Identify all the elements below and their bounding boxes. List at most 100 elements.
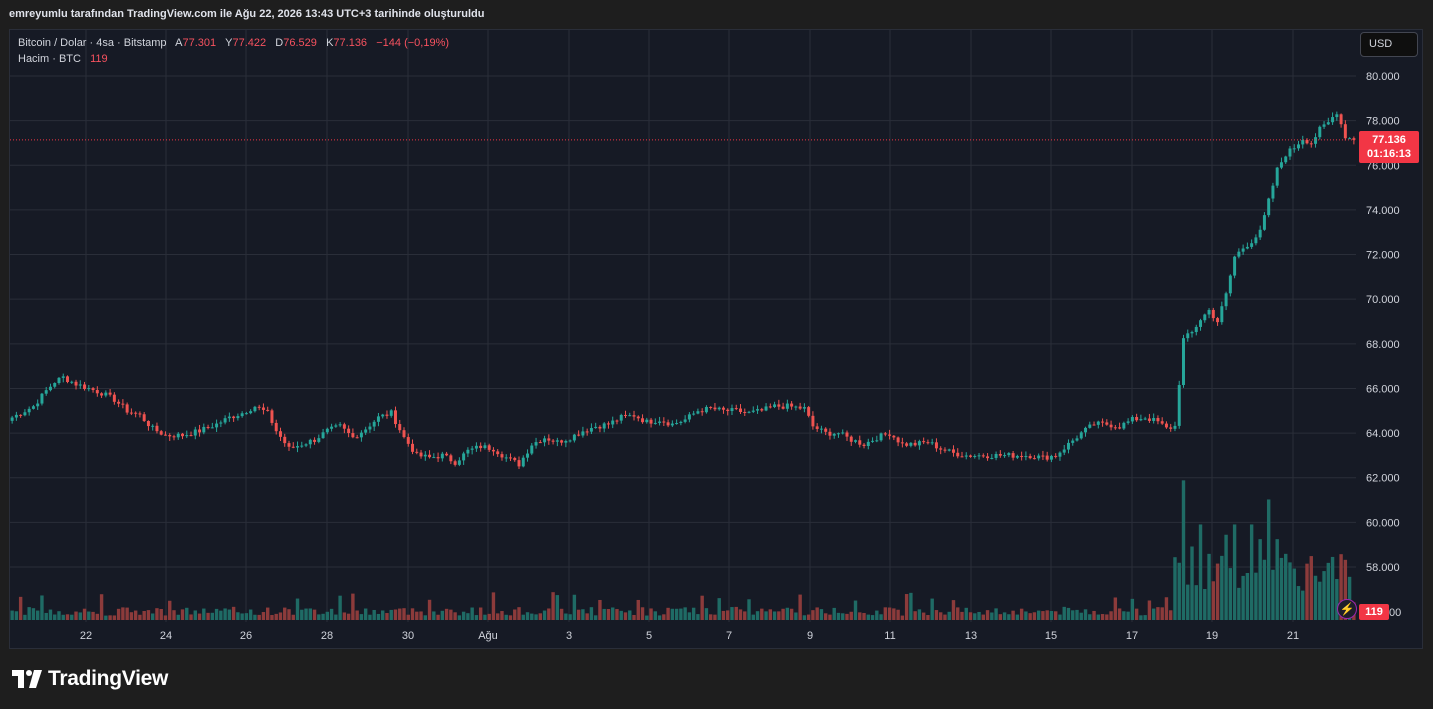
volume-bar [1092,610,1096,620]
volume-bar [921,612,926,620]
volume-bar [559,608,564,620]
volume-bar [909,592,913,620]
volume-bar [474,615,479,620]
candle-body [781,406,785,409]
high-label: Y [225,37,233,49]
candle-body [108,392,112,395]
volume-bar [1335,579,1339,620]
volume-bar [1007,614,1011,620]
volume-bar [913,611,917,620]
volume-bar [31,608,36,620]
volume-bar [751,614,755,620]
candle-body [1020,455,1024,458]
volume-bar [1203,589,1207,620]
candle-body [129,412,133,414]
candle-body [1339,114,1343,125]
volume-bar [172,610,176,620]
candle-body [57,377,61,384]
volume-bar [823,613,828,620]
volume-bar [964,607,968,620]
close-value: 77.136 [333,37,368,49]
candle-body [717,407,721,410]
volume-bar [981,614,985,620]
volume-label[interactable]: Hacim · BTC [18,53,81,65]
volume-bar [581,609,585,620]
volume-bar [1241,575,1245,620]
candle-body [1028,456,1032,459]
volume-bar [116,608,121,620]
candle-body [747,411,751,413]
candle-body [146,420,150,427]
volume-bar [645,615,649,620]
candle-body [841,432,845,434]
volume-bar [521,614,525,620]
volume-bar [1237,587,1241,620]
candle-body [883,433,887,435]
volume-bar [308,608,312,620]
candle-body [261,407,265,410]
volume-bar [1296,586,1301,620]
volume-bar [564,613,568,620]
price-axis[interactable]: 80.000 78.000 76.000 74.000 72.000 70.000 68.0… [1366,71,1401,619]
candle-body [704,406,708,413]
volume-bar [657,615,662,620]
candle-body [1122,422,1126,429]
candle-body [78,384,82,386]
candle-body [338,424,342,426]
candle-body [534,442,538,446]
volume-bar [960,611,964,620]
candle-body [521,457,525,467]
candle-body [1079,432,1083,439]
volume-bar [1177,562,1181,620]
volume-bar [133,610,138,620]
candle-body [287,443,291,447]
volume-bar [1347,576,1352,620]
candle-body [543,438,547,443]
candle-body [1275,167,1279,186]
symbol-label[interactable]: Bitcoin / Dolar · 4sa · Bitstamp [18,37,167,49]
volume-bar [202,608,206,620]
candle-body [278,431,282,437]
candle-body [1003,455,1007,457]
volume-bar [973,613,977,620]
candle-body [888,434,892,436]
lightning-icon[interactable]: ⚡ [1337,599,1357,619]
candle-body [777,404,781,407]
candle-body [449,455,453,462]
open-value: 77.301 [182,37,217,49]
candle-body [1118,427,1122,429]
candle-body [457,460,461,465]
candle-body [662,421,666,423]
volume-bar [478,607,483,620]
volume-bar [138,614,142,620]
candle-body [815,426,819,429]
time-axis[interactable]: 22 24 26 28 30 Ağu 3 5 7 9 11 13 15 17 19 21 [80,630,1299,642]
volume-bar [653,611,658,620]
volume-bar [82,608,87,620]
candle-body [632,415,636,417]
volume-bar [231,606,236,620]
volume-bar [670,608,675,620]
volume-bar [691,607,696,620]
volume-bar [1156,607,1160,620]
candle-body [811,415,815,427]
candle-body [756,409,760,411]
volume-bar [53,614,57,620]
date-tick: 26 [240,630,252,642]
currency-button[interactable]: USD [1360,32,1418,57]
date-tick: 17 [1126,630,1138,642]
candle-body [53,383,57,387]
candle-body [257,406,261,408]
volume-bar [802,615,807,620]
low-value: 76.529 [283,37,317,49]
candle-body [760,409,764,411]
volume-bar [95,613,100,620]
candle-body [470,448,474,450]
volume-bar [738,609,743,620]
candle-body [700,411,704,413]
candle-body [274,422,278,432]
volume-bar [155,608,159,620]
brand-name: TradingView [48,667,169,690]
candle-body [334,425,338,427]
